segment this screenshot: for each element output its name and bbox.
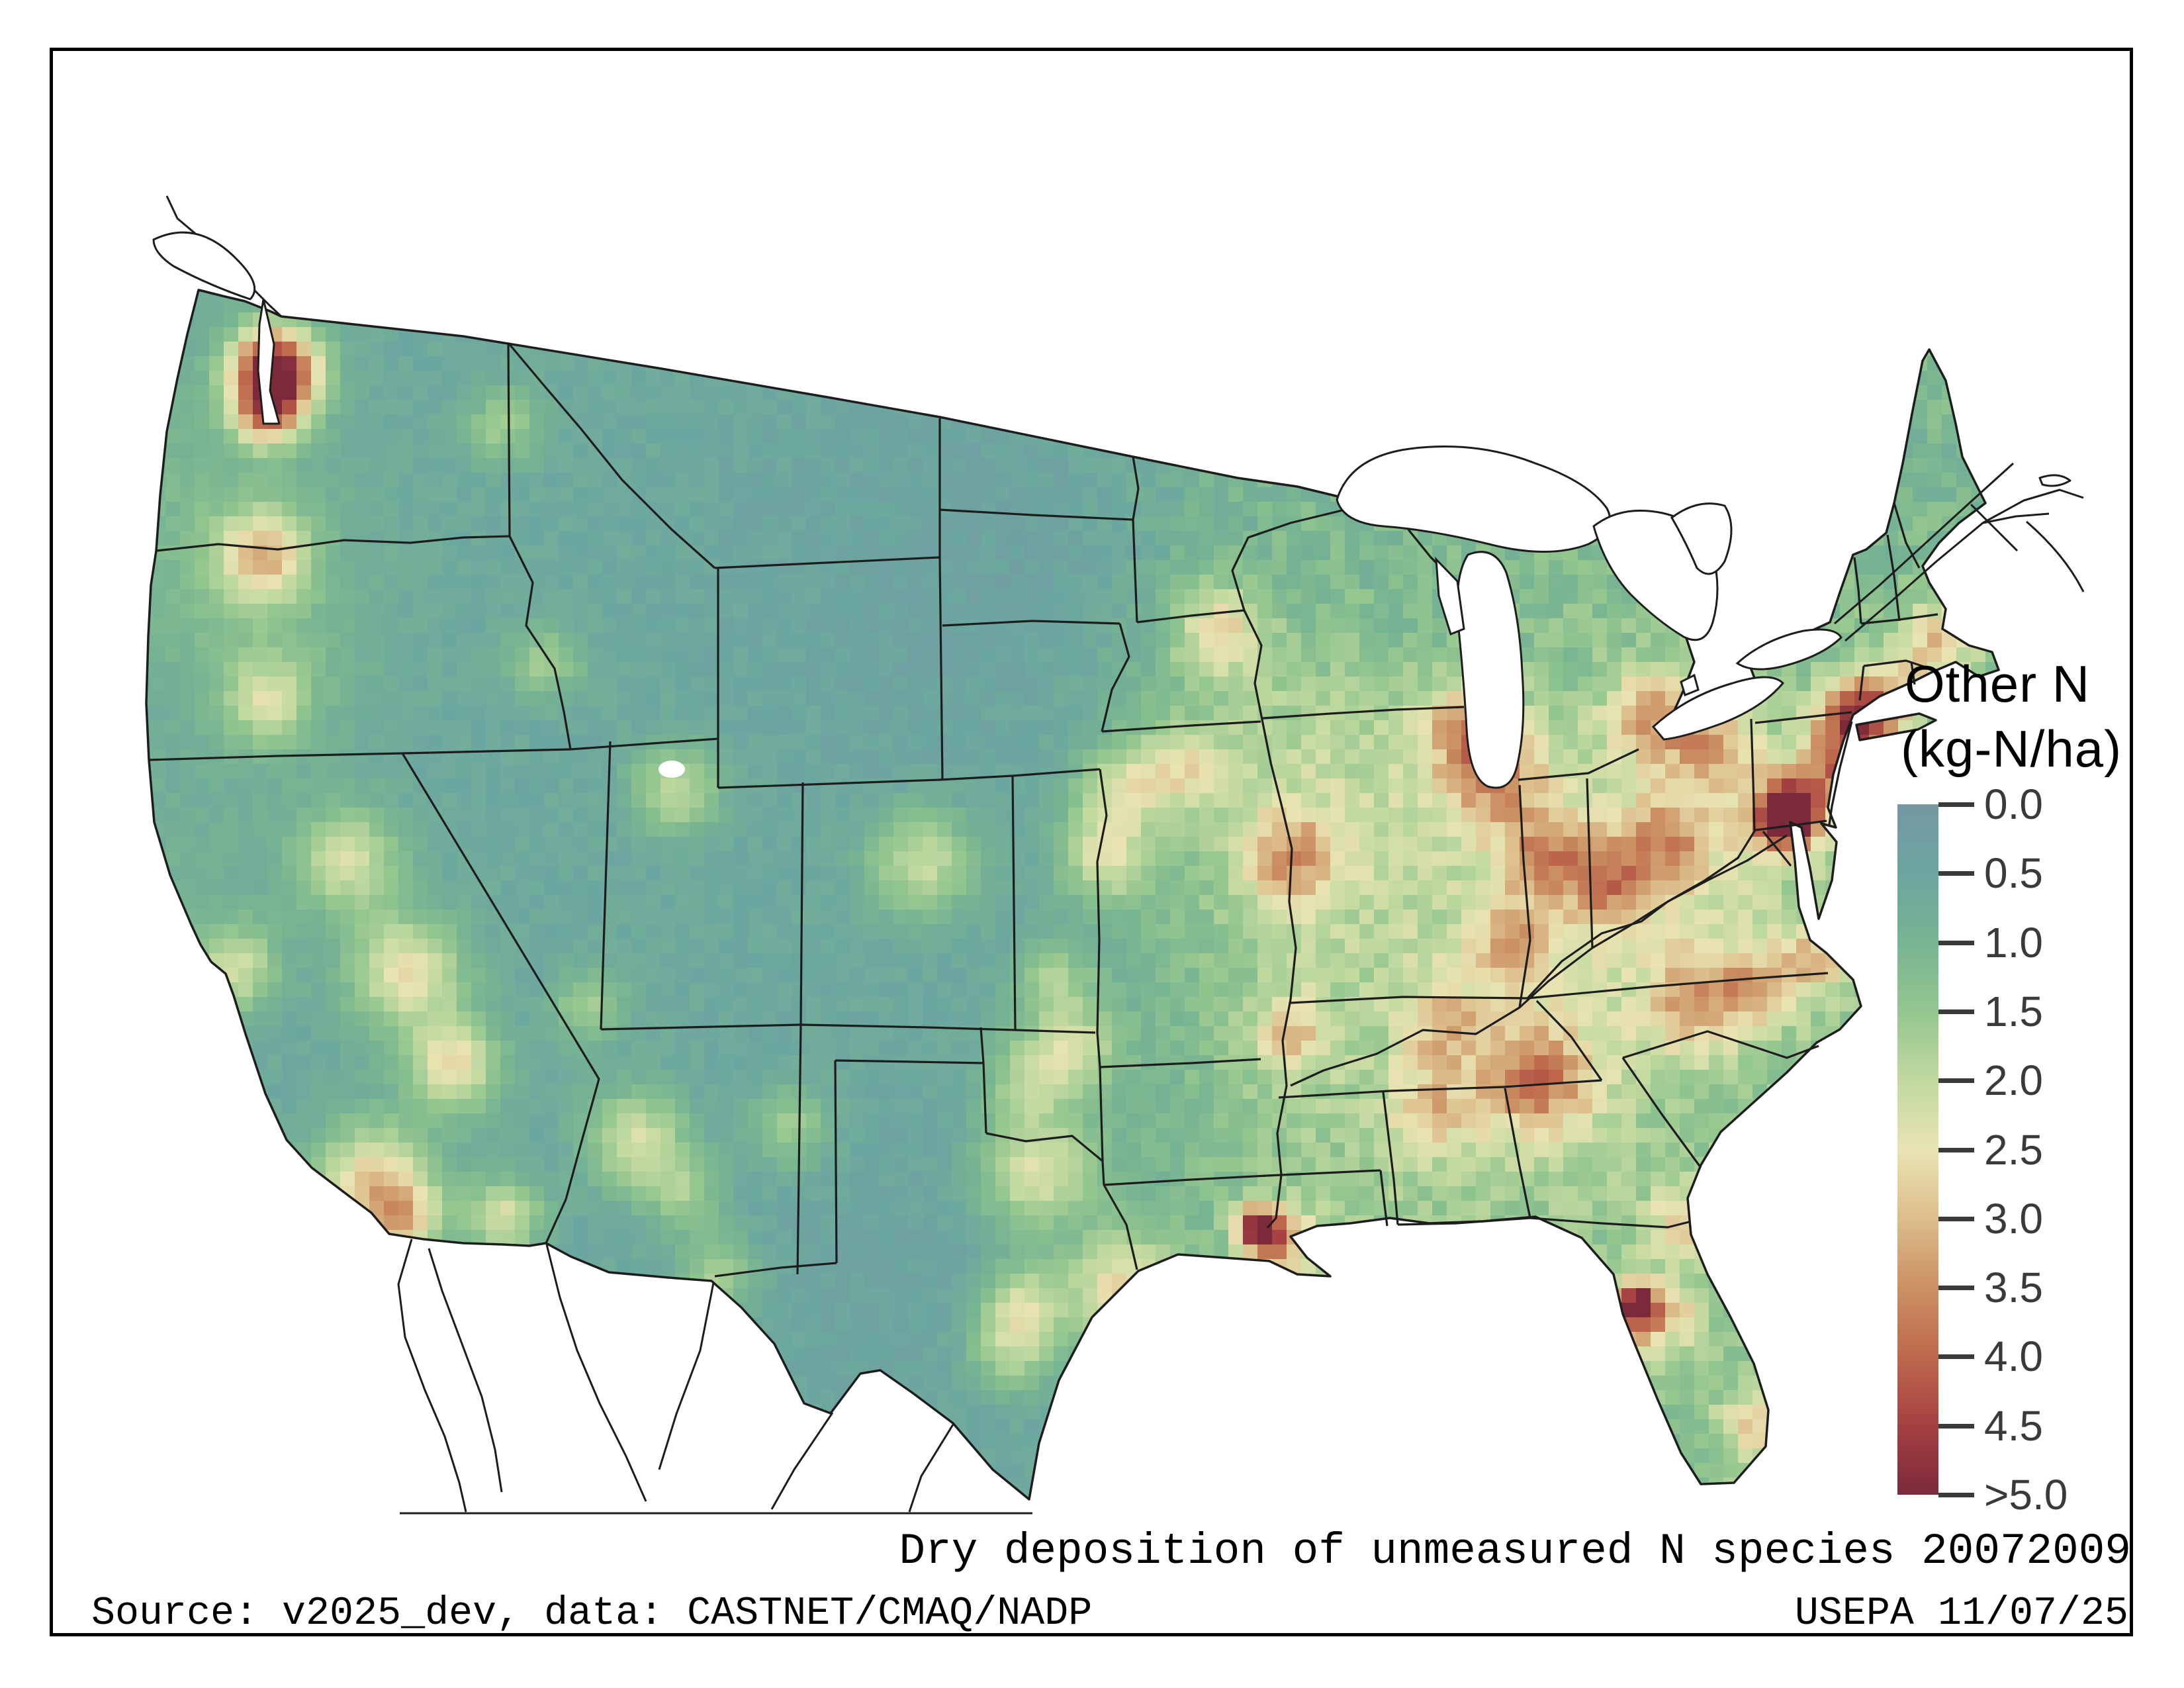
great-salt-lake <box>659 761 685 778</box>
legend-tick-label: 3.5 <box>1984 1264 2043 1312</box>
georgian-bay <box>1670 502 1733 575</box>
legend-tick-label: 1.5 <box>1984 987 2043 1035</box>
legend-tick-label: 4.5 <box>1984 1401 2043 1450</box>
chaleur-bay <box>1982 512 2050 524</box>
legend-tick-mark <box>1938 871 1974 876</box>
legend-tick-mark <box>1938 1493 1974 1497</box>
legend-tick-label: 0.0 <box>1984 780 2043 828</box>
nova-scotia-coast <box>2026 520 2085 592</box>
source-caption: Source: v2025_dev, data: CASTNET/CMAQ/NA… <box>91 1591 1093 1636</box>
great-lakes <box>1336 445 1843 789</box>
legend-tick-mark <box>1938 940 1974 945</box>
canada-mexico-outlines <box>152 195 2085 1515</box>
mexico-state-line-1 <box>658 1282 715 1470</box>
legend-tick-mark <box>1938 1354 1974 1360</box>
baja-california-east <box>428 1248 503 1493</box>
legend-tick-mark <box>1938 1009 1974 1014</box>
prince-edward-island <box>2038 474 2071 487</box>
mexico-state-line-3 <box>908 1424 954 1513</box>
legend-tick-mark <box>1938 802 1974 807</box>
legend-tick-label: 4.0 <box>1984 1333 2043 1381</box>
legend-tick-label: 0.5 <box>1984 849 2043 898</box>
legend-tick-mark <box>1938 1216 1974 1221</box>
sonora-coast <box>545 1244 647 1502</box>
lake-ontario <box>1735 628 1843 671</box>
legend-tick-mark <box>1938 1286 1974 1291</box>
mexico-state-line-2 <box>770 1412 834 1510</box>
st-lawrence-river-north <box>1834 462 2015 625</box>
baja-california-west <box>397 1239 467 1513</box>
legend-colorbar <box>1897 804 1938 1495</box>
figure-caption: Dry deposition of unmeasured N species 2… <box>899 1526 2131 1576</box>
lake-michigan <box>1456 551 1525 789</box>
legend-tick-mark <box>1938 1423 1974 1429</box>
lake-erie <box>1651 676 1785 741</box>
puget-sound <box>257 298 281 425</box>
lake-st-clair <box>1680 673 1700 697</box>
legend-tick-label: 2.0 <box>1984 1056 2043 1105</box>
legend-title-line1: Other N <box>1905 655 2091 713</box>
bay-of-fundy <box>1970 503 2019 552</box>
vancouver-island <box>152 231 256 301</box>
legend-title-line2: (kg-N/ha) <box>1901 720 2122 778</box>
green-bay <box>1435 556 1465 635</box>
legend-tick-mark <box>1938 1078 1974 1084</box>
legend-tick-label: 1.0 <box>1984 918 2043 966</box>
legend-tick-label: 3.0 <box>1984 1194 2043 1243</box>
legend-tick-mark <box>1938 1147 1974 1152</box>
legend-tick-label: 2.5 <box>1984 1125 2043 1174</box>
legend-tick-label: >5.0 <box>1984 1471 2068 1519</box>
agency-date-stamp: USEPA 11/07/25 <box>1794 1591 2128 1636</box>
